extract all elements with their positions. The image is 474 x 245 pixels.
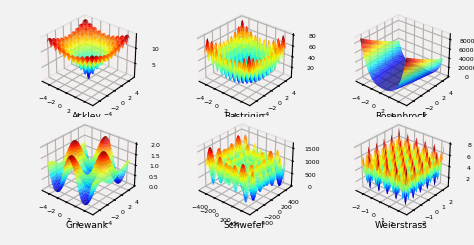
Title: Weierstrass: Weierstrass [374, 221, 428, 230]
Title: Rastrigin: Rastrigin [224, 112, 264, 121]
Title: Rosenbrock: Rosenbrock [375, 112, 427, 121]
Title: Ackley: Ackley [72, 112, 102, 121]
Title: Schwefel: Schwefel [224, 221, 264, 230]
Title: Griewank: Griewank [66, 221, 109, 230]
